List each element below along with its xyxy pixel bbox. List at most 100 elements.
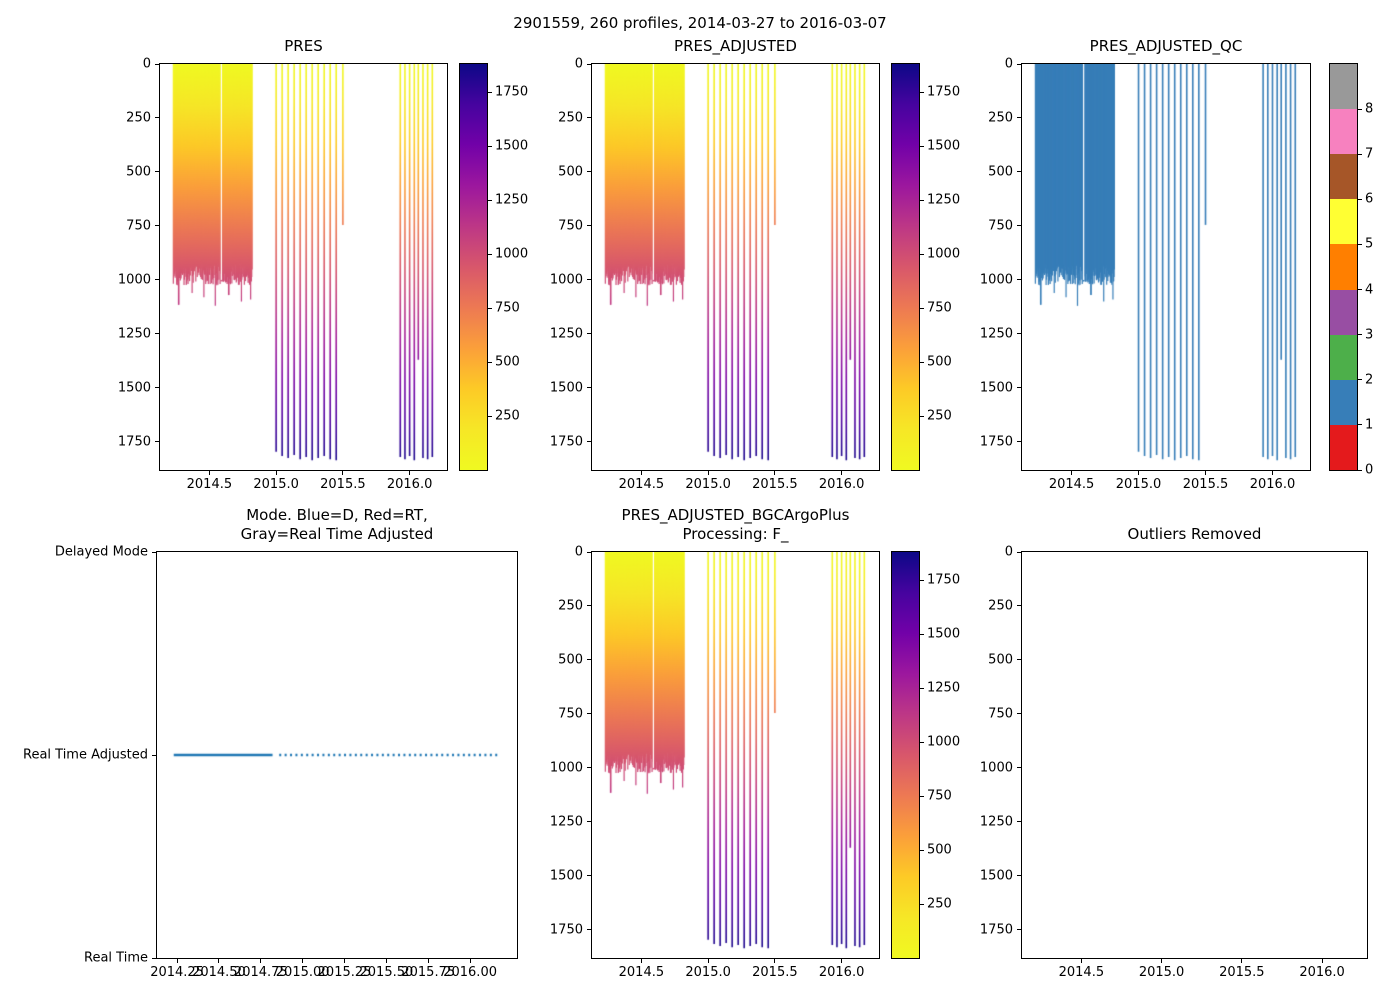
colorbar-tick-label: 1250 — [495, 192, 529, 208]
pres-adjusted-qc-profiles-canvas — [1022, 64, 1310, 470]
pres-plot-title-text: PRES — [284, 37, 323, 55]
colorbar-tick-mark — [920, 199, 924, 201]
x-tick-label: 2015.0 — [1138, 965, 1185, 980]
x-tick-label: 2015.5 — [320, 477, 366, 492]
colorbar-tick-mark — [920, 145, 924, 147]
x-tick-label: 2014.50 — [192, 965, 246, 980]
figure-suptitle: 2901559, 260 profiles, 2014-03-27 to 201… — [513, 14, 887, 32]
colorbar-tick-label: 250 — [927, 896, 952, 912]
bgc-plot-title-line1: PRES_ADJUSTED_BGCArgoPlus — [621, 506, 850, 524]
colorbar-tick-label: 750 — [927, 300, 952, 316]
colorbar-tick-label: 2 — [1365, 372, 1374, 388]
x-tick-label: 2015.50 — [359, 965, 414, 980]
x-tick-mark — [176, 959, 178, 963]
bgc-colorbar — [891, 551, 920, 959]
colorbar-tick-label: 1750 — [495, 84, 529, 100]
y-tick-mark — [587, 387, 591, 389]
colorbar-tick-label: 1250 — [927, 680, 961, 696]
bgc-profiles-canvas — [592, 552, 879, 958]
colorbar-tick-label: 1500 — [927, 626, 961, 642]
colorbar-tick-label: 6 — [1365, 191, 1374, 207]
x-tick-mark — [275, 471, 277, 475]
y-tick-label: 1750 — [117, 434, 151, 450]
y-tick-mark — [1017, 821, 1021, 823]
y-tick-mark — [152, 754, 156, 756]
mode-plot-title: Mode. Blue=D, Red=RT, Gray=Real Time Adj… — [157, 506, 517, 544]
x-tick-label: 2015.0 — [685, 477, 731, 492]
y-tick-label: 1250 — [549, 814, 583, 830]
qc-colorbar-segment-4 — [1330, 244, 1357, 290]
y-tick-mark — [587, 63, 591, 65]
x-tick-mark — [1080, 959, 1082, 963]
colorbar-tick-mark — [920, 741, 924, 743]
y-tick-label: 1750 — [979, 434, 1013, 450]
x-tick-label: 2014.5 — [618, 965, 665, 980]
x-tick-mark — [302, 959, 304, 963]
y-tick-label: 1000 — [117, 272, 151, 288]
y-tick-label: 750 — [988, 706, 1013, 722]
colorbar-tick-mark — [920, 687, 924, 689]
x-tick-label: 2016.0 — [1249, 477, 1296, 492]
colorbar-tick-label: 4 — [1365, 282, 1374, 298]
mode-line-canvas — [157, 552, 517, 958]
y-tick-mark — [587, 929, 591, 931]
x-tick-label: 2015.00 — [275, 965, 330, 980]
y-tick-label: 250 — [988, 110, 1013, 126]
y-tick-mark — [1017, 659, 1021, 661]
colorbar-tick-mark — [920, 307, 924, 309]
y-tick-label: 500 — [126, 164, 151, 180]
x-tick-mark — [1241, 959, 1243, 963]
colorbar-tick-label: 1500 — [927, 138, 961, 154]
y-tick-label: 1500 — [979, 380, 1013, 396]
pres-plot-title: PRES — [160, 37, 447, 56]
y-tick-mark — [587, 551, 591, 553]
qc-colorbar-segment-5 — [1330, 199, 1357, 245]
colorbar-tick-mark — [920, 415, 924, 417]
y-tick-mark — [587, 821, 591, 823]
x-tick-mark — [409, 471, 411, 475]
bgc-plot-title-line2: Processing: F_ — [682, 525, 789, 543]
y-tick-label: 1000 — [979, 272, 1013, 288]
x-tick-label: 2015.75 — [401, 965, 456, 980]
qc-colorbar-segment-2 — [1330, 334, 1357, 380]
colorbar-tick-mark — [1358, 198, 1362, 200]
colorbar-tick-mark — [488, 145, 492, 147]
colorbar-tick-label: 1000 — [495, 246, 529, 262]
colorbar-tick-label: 0 — [1365, 462, 1374, 478]
colorbar-tick-label: 3 — [1365, 327, 1374, 343]
x-tick-mark — [385, 959, 387, 963]
y-tick-label: 1750 — [549, 434, 583, 450]
pres-adjusted-profiles-canvas — [592, 64, 879, 470]
y-tick-mark — [1017, 63, 1021, 65]
x-tick-mark — [1138, 471, 1140, 475]
colorbar-tick-label: 750 — [495, 300, 520, 316]
y-tick-label: 250 — [558, 110, 583, 126]
x-tick-mark — [427, 959, 429, 963]
y-tick-label: 0 — [574, 56, 583, 72]
y-tick-mark — [155, 387, 159, 389]
colorbar-tick-label: 1750 — [927, 572, 961, 588]
y-tick-mark — [155, 441, 159, 443]
colorbar-tick-label: 250 — [495, 408, 520, 424]
x-tick-label: 2014.5 — [1058, 965, 1105, 980]
y-tick-label: 1000 — [979, 760, 1013, 776]
pres-adjusted-colorbar — [891, 63, 920, 471]
outliers-plot-title-text: Outliers Removed — [1127, 525, 1262, 543]
x-tick-mark — [640, 959, 642, 963]
y-tick-label: 1250 — [979, 814, 1013, 830]
y-tick-mark — [587, 441, 591, 443]
y-tick-mark — [1017, 441, 1021, 443]
x-tick-mark — [841, 471, 843, 475]
x-tick-mark — [1271, 471, 1273, 475]
y-tick-label: 1500 — [117, 380, 151, 396]
y-tick-label: 1000 — [549, 760, 583, 776]
x-tick-mark — [774, 959, 776, 963]
x-tick-label: 2016.0 — [818, 965, 865, 980]
qc-flag-colorbar — [1329, 63, 1358, 471]
qc-colorbar-segment-6 — [1330, 154, 1357, 200]
colorbar-tick-label: 500 — [927, 842, 952, 858]
y-tick-label: 0 — [1004, 544, 1013, 560]
colorbar-tick-label: 500 — [927, 354, 952, 370]
y-tick-mark — [155, 279, 159, 281]
